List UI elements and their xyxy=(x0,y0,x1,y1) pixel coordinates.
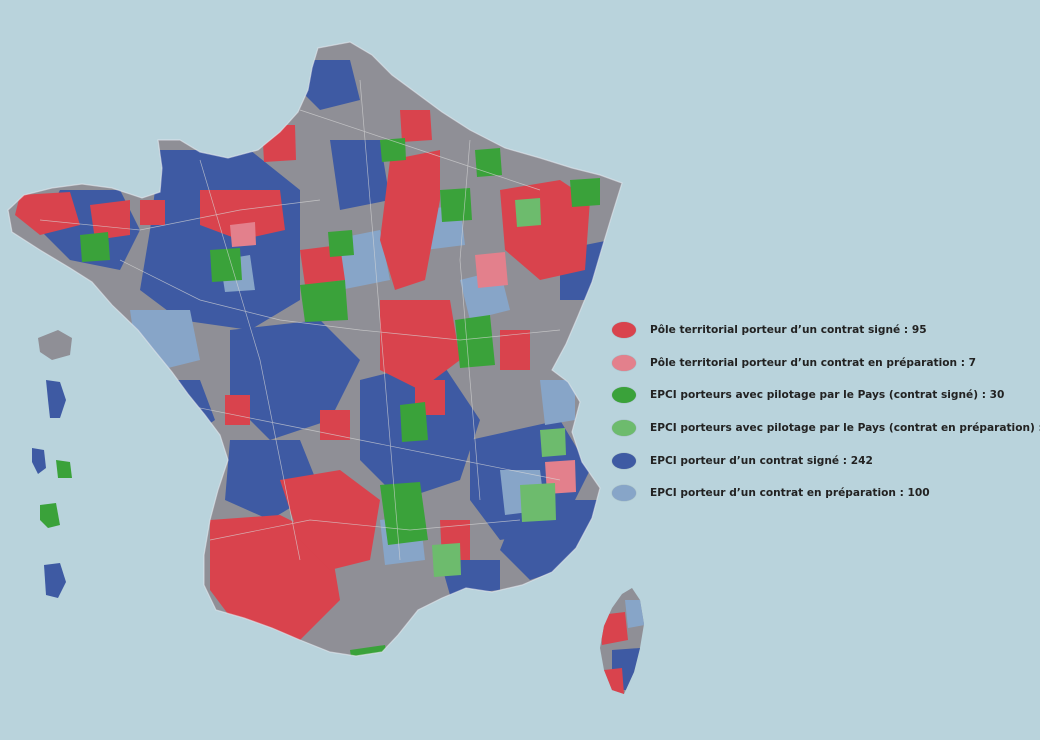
landes-area xyxy=(162,428,192,505)
pole-signed-areas xyxy=(15,110,590,640)
legend-label: Pôle territorial porteur d’un contrat en… xyxy=(650,356,977,369)
epci-pays-preparation-areas xyxy=(432,198,566,577)
guadeloupe-west xyxy=(32,448,46,474)
reunion-island xyxy=(38,330,72,360)
guyane-area xyxy=(44,563,66,598)
legend-label: EPCI porteurs avec pilotage par le Pays … xyxy=(650,422,1040,435)
legend-item-pole-preparation: Pôle territorial porteur d’un contrat en… xyxy=(612,347,1037,380)
legend-label: EPCI porteur d’un contrat signé : 242 xyxy=(650,454,873,467)
legend-item-epci-preparation: EPCI porteur d’un contrat en préparation… xyxy=(612,477,1037,510)
mayotte-island xyxy=(40,503,60,528)
legend-label: EPCI porteur d’un contrat en préparation… xyxy=(650,487,930,500)
legend-item-epci-pays-preparation: EPCI porteurs avec pilotage par le Pays … xyxy=(612,412,1040,445)
swatch-pole-preparation xyxy=(612,354,636,371)
legend-label: Pôle territorial porteur d’un contrat si… xyxy=(650,324,927,337)
legend-item-epci-pays-signed: EPCI porteurs avec pilotage par le Pays … xyxy=(612,379,1037,412)
map-legend: Pôle territorial porteur d’un contrat si… xyxy=(612,314,1040,510)
swatch-epci-pays-preparation xyxy=(612,420,636,437)
swatch-epci-signed xyxy=(612,452,636,469)
territory-patches xyxy=(15,60,610,656)
boundary-lines xyxy=(39,79,561,561)
legend-item-pole-signed: Pôle territorial porteur d’un contrat si… xyxy=(612,314,1037,347)
swatch-epci-preparation xyxy=(612,485,636,502)
pole-preparation-areas xyxy=(230,222,576,494)
swatch-pole-signed xyxy=(612,322,636,339)
overseas-territories xyxy=(32,330,72,598)
swatch-epci-pays-signed xyxy=(612,387,636,404)
legend-label: EPCI porteurs avec pilotage par le Pays … xyxy=(650,389,1005,402)
legend-item-epci-signed: EPCI porteur d’un contrat signé : 242 xyxy=(612,444,1037,477)
corsica-island xyxy=(600,588,644,694)
martinique-island xyxy=(46,380,66,418)
guadeloupe-east xyxy=(56,460,72,478)
